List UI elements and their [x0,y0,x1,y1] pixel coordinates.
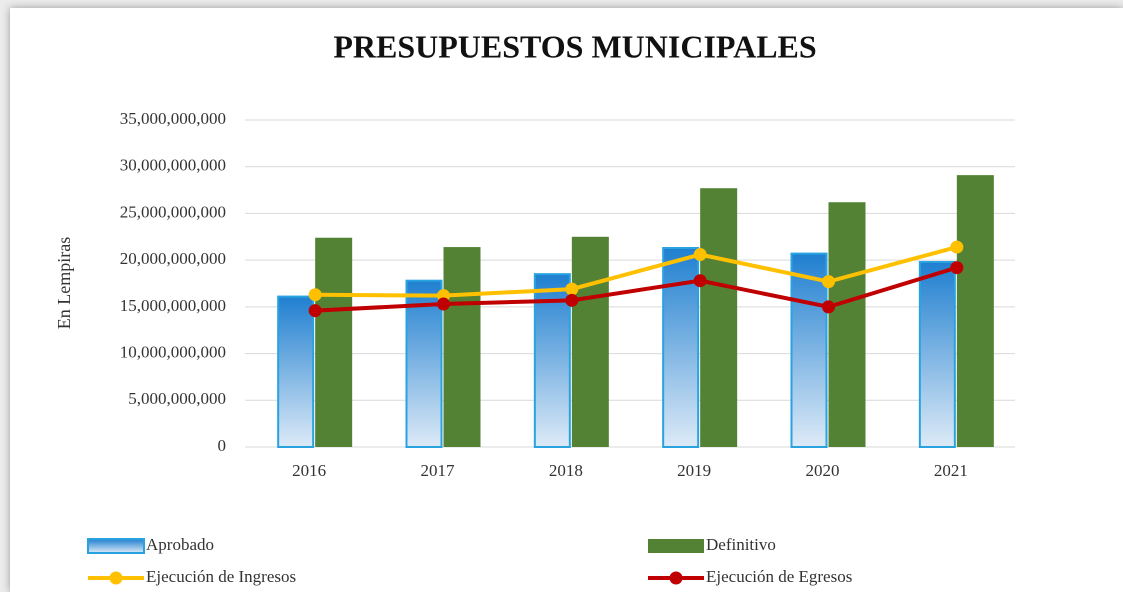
line-marker [308,304,322,318]
bar [405,279,443,448]
chart-title: PRESUPUESTOS MUNICIPALES [333,28,816,64]
line [315,245,958,298]
legend-label: Aprobado [146,535,214,554]
y-axis-label: En Lempiras [54,237,74,329]
line [315,265,958,313]
bar [443,247,481,447]
legend-swatch [109,571,123,585]
line-marker [308,288,322,302]
bar [956,175,994,447]
y-tick-label: 30,000,000,000 [120,156,226,175]
y-tick-label: 0 [218,436,227,455]
y-tick-label: 15,000,000,000 [120,296,226,315]
x-tick-label: 2018 [549,461,583,480]
bar [918,261,956,448]
line-marker [950,240,964,254]
legend-swatch [87,538,145,554]
bar [828,202,866,447]
line-marker [565,293,579,307]
x-tick-label: 2017 [421,461,456,480]
x-tick-label: 2016 [292,461,326,480]
bar [315,237,353,447]
x-tick-label: 2020 [806,461,840,480]
y-tick-label: 35,000,000,000 [120,109,226,128]
y-tick-label: 25,000,000,000 [120,202,226,221]
x-tick-label: 2019 [677,461,711,480]
bar [790,252,828,448]
line-marker [822,300,835,314]
x-tick-label: 2021 [934,461,968,480]
bar [700,188,738,447]
y-tick-label: 20,000,000,000 [120,249,226,268]
legend-label: Ejecución de Ingresos [146,567,296,586]
line-marker [437,297,450,311]
line-marker [693,274,707,288]
line-marker [693,248,707,262]
bar [571,236,609,447]
bar [277,295,315,448]
legend-swatch [669,571,683,585]
y-tick-label: 5,000,000,000 [128,389,226,408]
legend-label: Definitivo [706,535,776,554]
bar [662,246,700,448]
legend-label: Ejecución de Egresos [706,567,852,586]
line-marker [565,282,579,296]
line-marker [950,261,964,275]
y-tick-label: 10,000,000,000 [120,342,226,361]
legend-swatch [648,539,704,553]
line-marker [822,275,835,289]
